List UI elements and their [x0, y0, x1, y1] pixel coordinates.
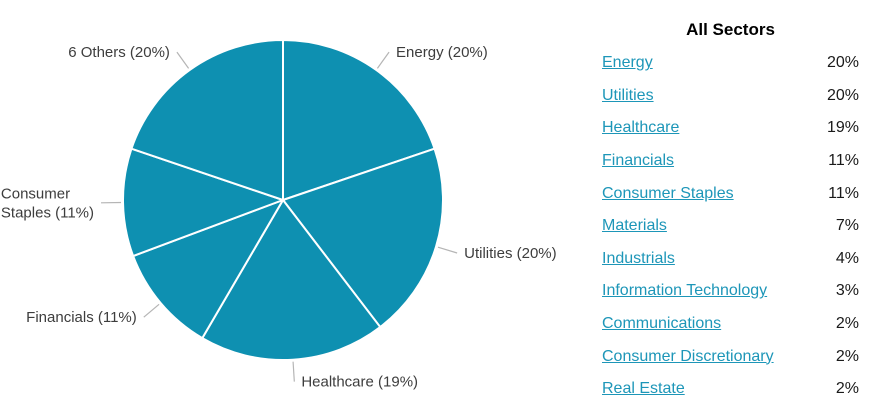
- sector-link[interactable]: Utilities: [602, 86, 654, 104]
- sector-percent: 7%: [835, 217, 859, 235]
- sector-link[interactable]: Financials: [602, 152, 675, 170]
- sector-row: Real Estate 2%: [602, 373, 859, 406]
- sector-row: Information Technology 3%: [602, 275, 859, 308]
- sector-link[interactable]: Consumer Staples: [602, 184, 734, 202]
- sector-pie-chart: Energy (20%) Utilities (20%) Healthcare (1…: [1, 39, 557, 391]
- pie-slice-6-others[interactable]: [130, 39, 284, 201]
- sector-percent: 2%: [835, 315, 859, 333]
- sector-percent: 2%: [835, 347, 859, 365]
- sector-link[interactable]: Communications: [602, 315, 722, 333]
- sector-row: Utilities 20%: [602, 80, 859, 113]
- sector-row: Energy 20%: [602, 47, 859, 80]
- sector-row: Consumer Discretionary 2%: [602, 340, 859, 373]
- pie-slice-consumer-staples[interactable]: [122, 147, 284, 258]
- pie-slice-financials[interactable]: [132, 199, 284, 340]
- leader-line-utilities: [437, 246, 458, 254]
- sector-link[interactable]: Industrials: [602, 249, 675, 267]
- sector-percent: 19%: [826, 119, 859, 137]
- panel-title: All Sectors: [686, 20, 775, 39]
- sector-percent: 20%: [826, 86, 859, 104]
- sector-percent: 11%: [828, 184, 859, 202]
- pie-label-consumer-staples: Consumer Staples (11%): [1, 185, 94, 221]
- pie-label-6-others: 6 Others (20%): [68, 44, 170, 61]
- sector-row: Healthcare 19%: [602, 112, 859, 145]
- leader-line-financials: [143, 303, 160, 318]
- sector-percent: 2%: [835, 380, 859, 398]
- leader-line-energy: [376, 51, 390, 69]
- sector-link[interactable]: Information Technology: [602, 282, 768, 300]
- pie-slice-healthcare[interactable]: [201, 199, 382, 361]
- sector-pie-chart-area: Energy (20%) Utilities (20%) Healthcare (1…: [1, 39, 557, 391]
- sector-percent: 4%: [835, 249, 859, 267]
- sector-percent: 3%: [835, 282, 859, 300]
- sector-table: Energy 20% Utilities 20% Healthcare 19% …: [602, 47, 859, 406]
- all-sectors-panel: All Sectors Energy 20% Utilities 20% Hea…: [602, 17, 859, 406]
- sector-link[interactable]: Healthcare: [602, 119, 680, 137]
- pie-label-financials: Financials (11%): [26, 309, 137, 326]
- pie-label-utilities: Utilities (20%): [464, 245, 557, 262]
- leader-line-healthcare: [292, 361, 295, 382]
- pie-slice-utilities[interactable]: [282, 147, 444, 329]
- sector-row: Materials 7%: [602, 210, 859, 243]
- sector-percent: 20%: [826, 54, 859, 72]
- leader-line-6-others: [176, 51, 190, 69]
- sector-row: Financials 11%: [602, 145, 859, 178]
- pie-slice-energy[interactable]: [282, 39, 436, 201]
- sector-row: Industrials 4%: [602, 243, 859, 276]
- sector-row: Communications 2%: [602, 308, 859, 341]
- sector-link[interactable]: Energy: [602, 54, 653, 72]
- sector-row: Consumer Staples 11%: [602, 177, 859, 210]
- sector-link[interactable]: Real Estate: [602, 380, 685, 398]
- pie-label-healthcare: Healthcare (19%): [301, 374, 418, 391]
- sector-link[interactable]: Materials: [602, 217, 667, 235]
- pie-label-energy: Energy (20%): [396, 44, 488, 61]
- sector-percent: 11%: [828, 152, 859, 170]
- sector-link[interactable]: Consumer Discretionary: [602, 347, 774, 365]
